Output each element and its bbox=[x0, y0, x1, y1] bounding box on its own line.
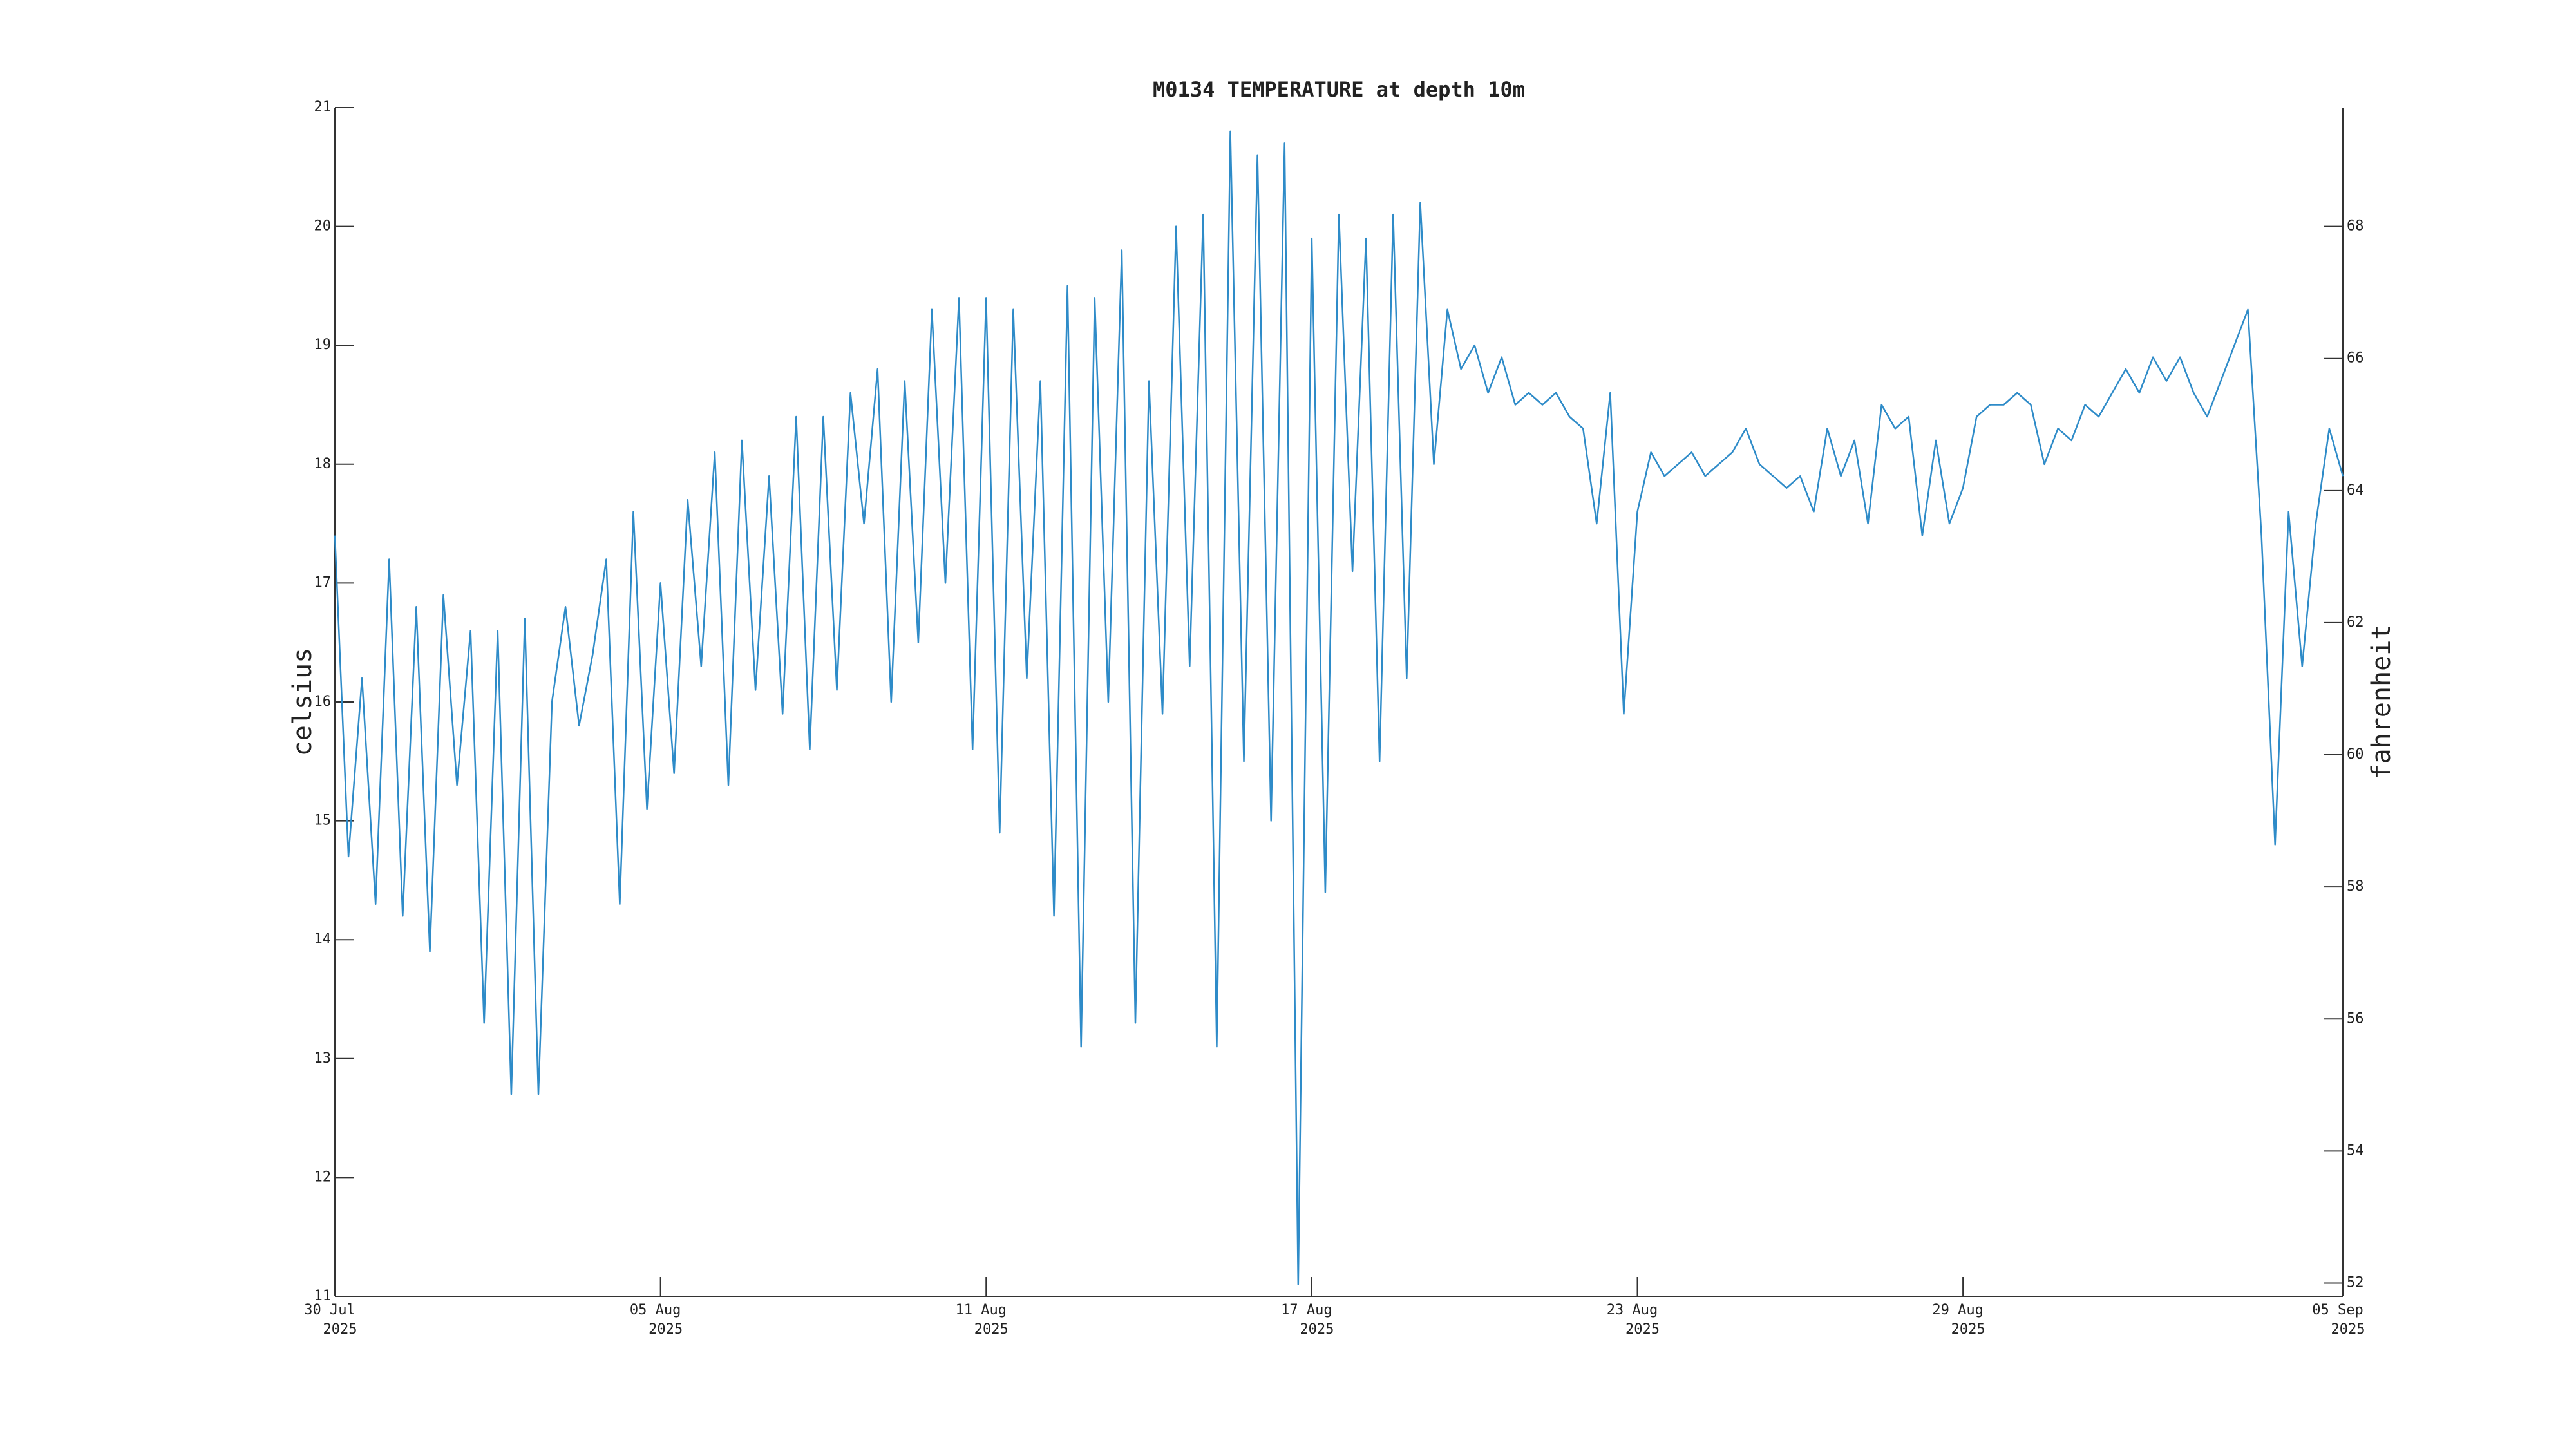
chart-title: M0134 TEMPERATURE at depth 10m bbox=[1153, 77, 1525, 102]
y-tick-label: 12 bbox=[314, 1169, 332, 1185]
y2-tick-label: 64 bbox=[2347, 482, 2364, 498]
y-axis-label: celsius bbox=[288, 648, 317, 757]
y-tick-label: 11 bbox=[314, 1288, 332, 1304]
x-tick-label-date: 05 Sep bbox=[2312, 1302, 2363, 1318]
temperature-line bbox=[334, 130, 2344, 1285]
x-tick-label-date: 30 Jul bbox=[304, 1302, 355, 1318]
x-tick-label-date: 23 Aug bbox=[1607, 1302, 1658, 1318]
y-tick-label: 19 bbox=[314, 337, 332, 353]
y2-tick-label: 68 bbox=[2347, 218, 2364, 234]
y-tick-label: 17 bbox=[314, 574, 332, 591]
x-tick-label-year: 2025 bbox=[1625, 1321, 1660, 1338]
x-tick-label: 23 Aug 2025 bbox=[1607, 1302, 1660, 1338]
x-tick-label-year: 2025 bbox=[323, 1321, 357, 1338]
y2-tick-label: 56 bbox=[2347, 1010, 2364, 1027]
x-tick-label-year: 2025 bbox=[2331, 1321, 2365, 1338]
x-tick-label: 30 Jul 2025 bbox=[304, 1302, 357, 1338]
x-tick-label-year: 2025 bbox=[974, 1321, 1009, 1338]
y2-tick-label: 54 bbox=[2347, 1142, 2364, 1159]
x-tick-label-date: 17 Aug bbox=[1281, 1302, 1332, 1318]
y2-tick-label: 62 bbox=[2347, 614, 2364, 630]
x-tick-label-year: 2025 bbox=[1951, 1321, 1985, 1338]
x-tick-label: 05 Sep 2025 bbox=[2312, 1302, 2365, 1338]
x-tick-label: 17 Aug 2025 bbox=[1281, 1302, 1334, 1338]
x-tick-label-date: 11 Aug bbox=[956, 1302, 1007, 1318]
y-tick-label: 13 bbox=[314, 1050, 332, 1066]
y2-tick-label: 52 bbox=[2347, 1274, 2364, 1291]
y2-tick-label: 66 bbox=[2347, 350, 2364, 366]
x-tick-label: 11 Aug 2025 bbox=[956, 1302, 1009, 1338]
y-tick-label: 15 bbox=[314, 813, 332, 829]
y-tick-label: 14 bbox=[314, 931, 332, 947]
x-tick-label-year: 2025 bbox=[649, 1321, 683, 1338]
y-tick-label: 21 bbox=[314, 99, 332, 115]
y2-tick-label: 58 bbox=[2347, 878, 2364, 895]
x-tick-label-date: 05 Aug bbox=[630, 1302, 681, 1318]
x-tick-label-year: 2025 bbox=[1300, 1321, 1334, 1338]
x-tick-label-date: 29 Aug bbox=[1932, 1302, 1983, 1318]
x-tick-label: 05 Aug 2025 bbox=[630, 1302, 683, 1338]
x-tick-label: 29 Aug 2025 bbox=[1932, 1302, 1985, 1338]
y-tick-label: 16 bbox=[314, 694, 332, 710]
y2-axis-label: fahrenheit bbox=[2367, 625, 2396, 780]
y-tick-label: 20 bbox=[314, 218, 332, 234]
y2-tick-label: 60 bbox=[2347, 746, 2364, 762]
y-tick-label: 18 bbox=[314, 456, 332, 472]
